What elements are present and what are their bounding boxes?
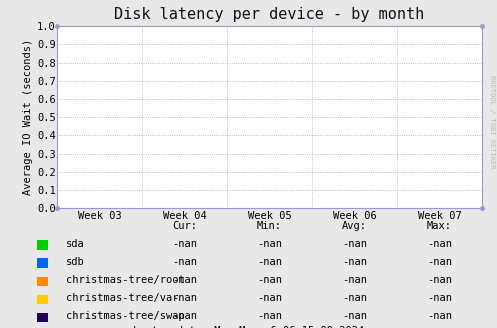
Text: Avg:: Avg: (342, 221, 367, 231)
Text: -nan: -nan (427, 275, 452, 285)
Text: -nan: -nan (342, 293, 367, 303)
Text: sdb: sdb (66, 257, 84, 267)
Text: christmas-tree/swap: christmas-tree/swap (66, 311, 184, 321)
Text: -nan: -nan (427, 293, 452, 303)
Text: -nan: -nan (342, 257, 367, 267)
Text: sda: sda (66, 239, 84, 249)
Text: -nan: -nan (342, 275, 367, 285)
Text: -nan: -nan (257, 257, 282, 267)
Text: -nan: -nan (257, 275, 282, 285)
Text: Min:: Min: (257, 221, 282, 231)
Text: -nan: -nan (172, 275, 197, 285)
Text: Last update: Mon May  6 06:15:00 2024: Last update: Mon May 6 06:15:00 2024 (133, 326, 364, 328)
Text: -nan: -nan (257, 311, 282, 321)
Text: -nan: -nan (342, 239, 367, 249)
Text: Cur:: Cur: (172, 221, 197, 231)
Text: -nan: -nan (172, 293, 197, 303)
Text: -nan: -nan (172, 239, 197, 249)
Text: christmas-tree/var: christmas-tree/var (66, 293, 178, 303)
Text: -nan: -nan (257, 239, 282, 249)
Y-axis label: Average IO Wait (seconds): Average IO Wait (seconds) (23, 39, 33, 195)
Text: -nan: -nan (427, 239, 452, 249)
Text: -nan: -nan (257, 293, 282, 303)
Text: -nan: -nan (427, 311, 452, 321)
Title: Disk latency per device - by month: Disk latency per device - by month (114, 7, 425, 22)
Text: -nan: -nan (172, 311, 197, 321)
Text: Max:: Max: (427, 221, 452, 231)
Text: -nan: -nan (427, 257, 452, 267)
Text: christmas-tree/root: christmas-tree/root (66, 275, 184, 285)
Text: -nan: -nan (342, 311, 367, 321)
Text: RRDTOOL / TOBI OETIKER: RRDTOOL / TOBI OETIKER (489, 74, 495, 168)
Text: -nan: -nan (172, 257, 197, 267)
